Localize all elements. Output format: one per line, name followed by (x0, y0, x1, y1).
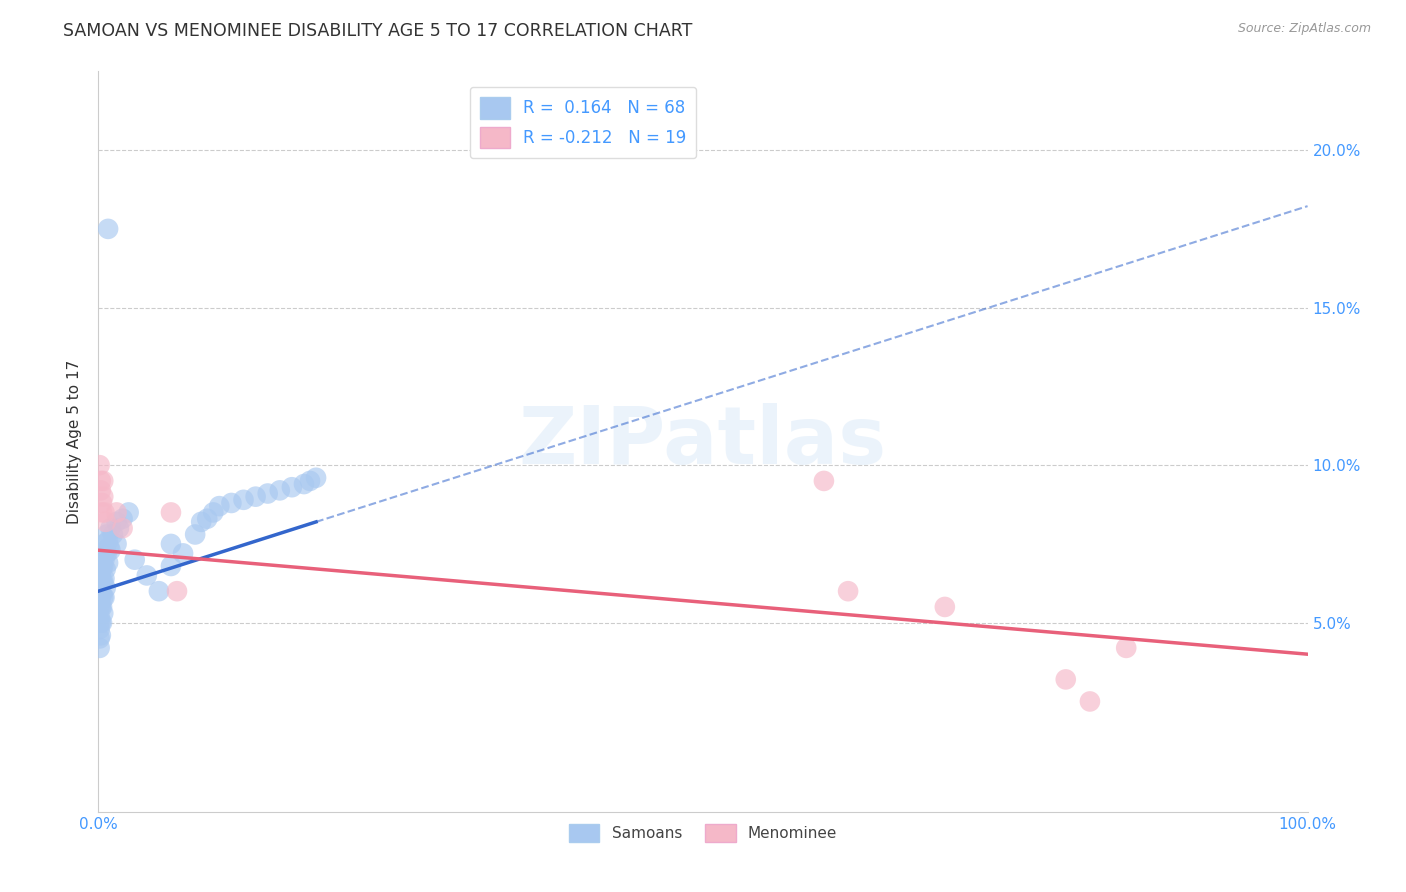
Point (90, 591, 112, 605)
Point (208, 499, 231, 513)
Point (90, 578, 112, 592)
Y-axis label: Disability Age 5 to 17: Disability Age 5 to 17 (67, 359, 83, 524)
Text: Source: ZipAtlas.com: Source: ZipAtlas.com (1237, 22, 1371, 36)
Point (91, 574, 114, 589)
Point (91, 496, 114, 510)
Point (91, 546, 114, 560)
Point (90, 474, 112, 488)
Point (148, 584, 170, 599)
Point (172, 546, 194, 560)
Point (135, 568, 157, 582)
Point (299, 474, 322, 488)
Point (91, 505, 114, 519)
Text: ZIPatlas: ZIPatlas (519, 402, 887, 481)
Point (89, 591, 111, 605)
Point (90, 568, 112, 582)
Point (94, 515, 117, 529)
Point (111, 512, 134, 526)
Point (118, 505, 141, 519)
Point (93, 591, 115, 605)
Point (91, 587, 114, 601)
Point (160, 537, 183, 551)
Point (184, 527, 207, 541)
Point (90, 615, 112, 630)
Point (111, 521, 134, 535)
Text: SAMOAN VS MENOMINEE DISABILITY AGE 5 TO 17 CORRELATION CHART: SAMOAN VS MENOMINEE DISABILITY AGE 5 TO … (63, 22, 693, 40)
Point (94, 562, 117, 576)
Point (98, 540, 121, 554)
Point (166, 584, 188, 599)
Point (245, 490, 267, 504)
Point (89, 632, 111, 646)
Point (813, 474, 835, 488)
Point (96, 527, 118, 541)
Point (91, 599, 114, 614)
Point (89, 640, 111, 655)
Point (91, 474, 114, 488)
Point (100, 543, 122, 558)
Point (105, 505, 128, 519)
Point (90, 599, 112, 614)
Point (91, 615, 114, 630)
Point (89, 458, 111, 472)
Point (97, 222, 120, 236)
Point (160, 505, 183, 519)
Point (89, 615, 111, 630)
Point (1054, 673, 1077, 687)
Point (97, 556, 120, 570)
Point (269, 483, 291, 498)
Point (1115, 640, 1137, 655)
Point (89, 599, 111, 614)
Point (305, 471, 328, 485)
Point (108, 521, 131, 535)
Point (281, 480, 304, 494)
Point (89, 622, 111, 636)
Point (94, 581, 117, 595)
Point (190, 515, 212, 529)
Point (934, 599, 956, 614)
Point (93, 572, 115, 586)
Point (91, 552, 114, 566)
Point (105, 515, 128, 529)
Point (91, 591, 114, 605)
Point (105, 537, 128, 551)
Point (94, 543, 117, 558)
Point (91, 490, 114, 504)
Point (195, 512, 218, 526)
Point (93, 537, 115, 551)
Point (96, 546, 118, 560)
Point (90, 483, 112, 498)
Point (93, 505, 115, 519)
Point (91, 606, 114, 620)
Point (100, 521, 122, 535)
Point (89, 574, 111, 589)
Point (91, 559, 114, 574)
Point (837, 584, 859, 599)
Point (91, 562, 114, 576)
Point (90, 559, 112, 574)
Point (89, 584, 111, 599)
Point (221, 496, 243, 510)
Point (256, 486, 278, 500)
Point (89, 568, 111, 582)
Point (90, 628, 112, 642)
Point (160, 559, 183, 574)
Legend: Samoans, Menominee: Samoans, Menominee (562, 818, 844, 848)
Point (89, 609, 111, 624)
Point (93, 552, 115, 566)
Point (232, 492, 254, 507)
Point (91, 574, 114, 589)
Point (1078, 694, 1101, 708)
Point (97, 533, 120, 548)
Point (124, 552, 146, 566)
Point (101, 527, 124, 541)
Point (292, 477, 315, 491)
Point (202, 505, 225, 519)
